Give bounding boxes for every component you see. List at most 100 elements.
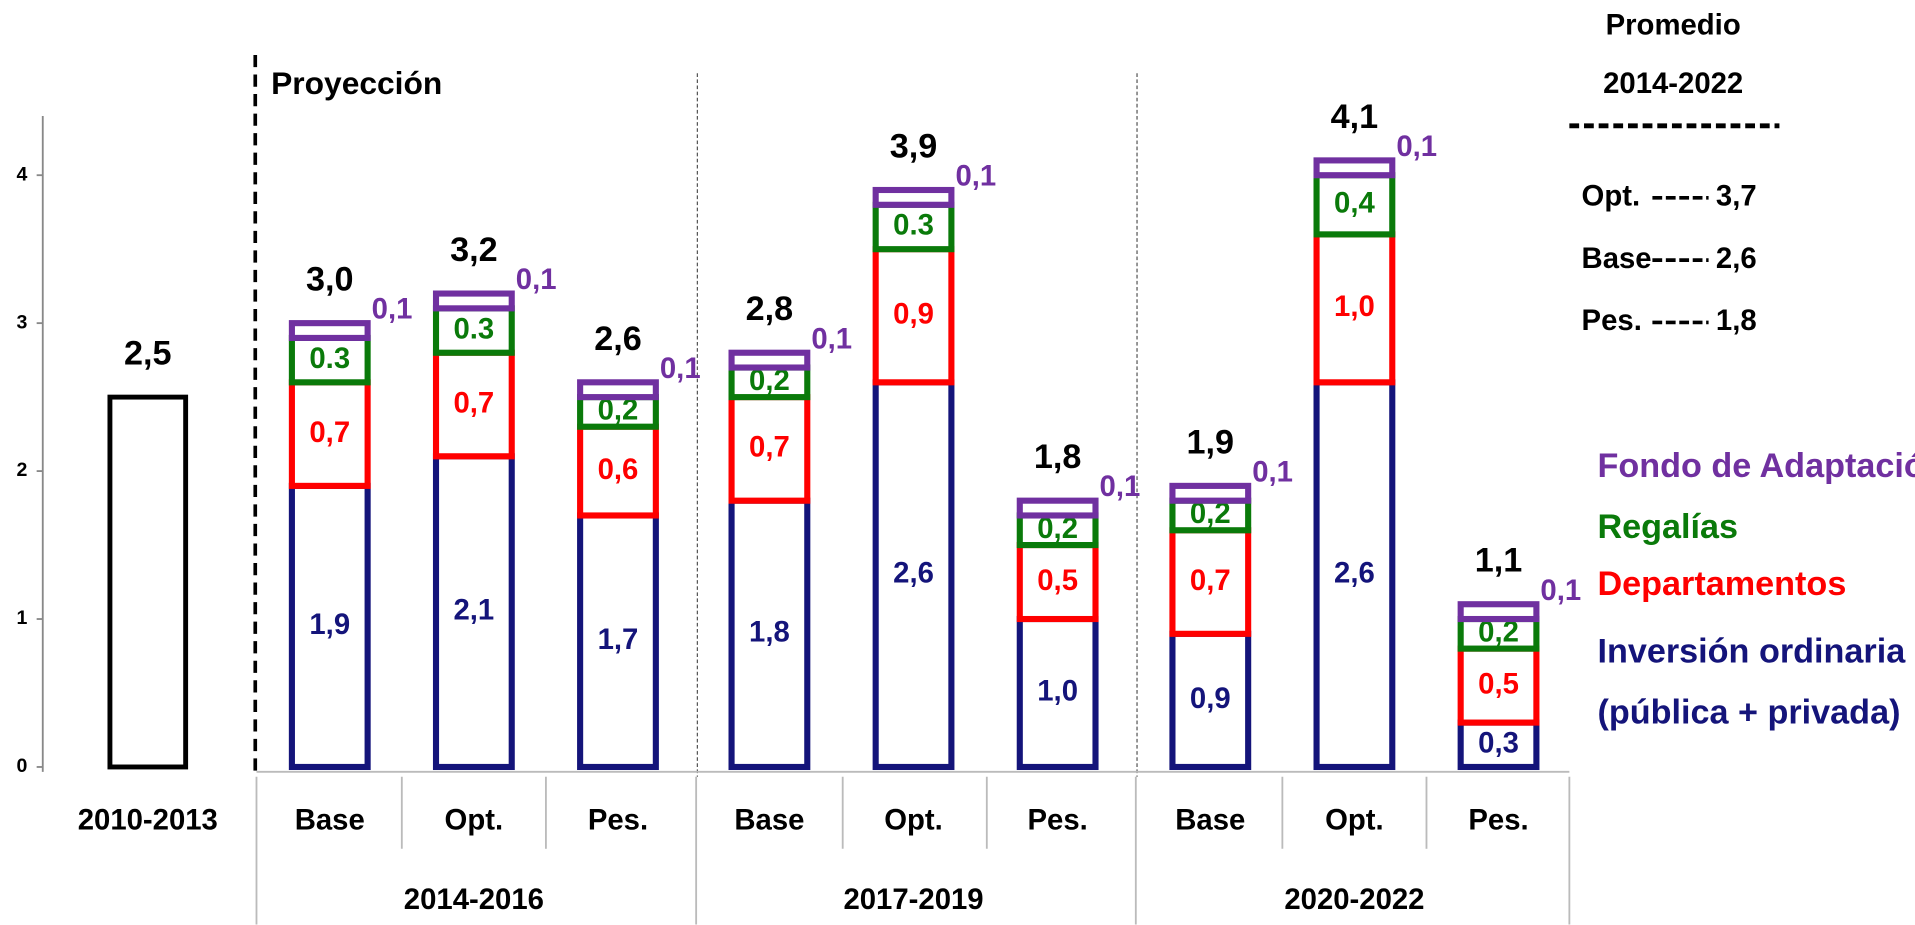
value-label: 1,9 [309,608,350,641]
bar-segment [577,512,659,771]
bar-segment [432,349,515,460]
bar-segment [728,394,811,504]
value-label: 1,0 [1334,290,1375,323]
total-label: 1,9 [1187,423,1235,461]
total-label: 4,1 [1331,98,1379,136]
bar-segment [432,290,515,312]
value-label: 2,6 [893,556,934,589]
average-value: 2,6 [1716,242,1757,275]
bar-segment [1016,512,1099,549]
bar-segment [288,334,371,386]
x-tick-label: Pes. [588,804,648,837]
value-label: 0,5 [1478,667,1519,700]
bar-segment [577,423,659,519]
x-tick-label: Pes. [1468,804,1528,837]
total-label: 3,9 [890,128,938,166]
value-label: 0,1 [516,263,557,296]
group-label: 2014-2016 [404,883,544,916]
bar-segment [1016,497,1099,519]
y-tick-label: 0 [17,755,28,777]
bar [107,394,189,770]
bar-segment [577,379,659,401]
average-label: Opt. [1582,180,1641,213]
bar-segment [728,364,811,401]
group-label: 2017-2019 [843,883,983,916]
y-tick-label: 4 [17,163,28,185]
y-tick-label: 2 [17,459,28,481]
value-label: 1,0 [1037,675,1078,708]
x-tick-label: Base [734,804,804,837]
value-label: 0,1 [955,160,996,193]
x-tick-label: Opt. [1325,804,1384,837]
total-label: 1,1 [1475,542,1523,580]
legend-entry: Departamentos [1597,565,1846,603]
legend-entry: Regalías [1597,508,1738,546]
bar-segment [1457,601,1540,623]
value-label: 0,7 [309,416,350,449]
average-title: 2014-2022 [1603,67,1743,100]
value-label: 0,7 [454,386,495,419]
value-label: 0,6 [598,453,639,486]
value-label: 2,6 [1334,556,1375,589]
value-label: 0,1 [372,293,413,326]
y-tick-label: 1 [17,607,28,629]
average-title: Promedio [1606,9,1741,42]
bar-segment [1313,157,1396,179]
value-label: 0,7 [1190,564,1231,597]
average-value: 3,7 [1716,180,1757,213]
legend-entry: Fondo de Adaptación [1597,447,1915,485]
value-label: 0.3 [893,209,934,242]
bar-segment [872,379,955,771]
total-label: 3,0 [306,261,354,299]
legend-note: (pública + privada) [1597,693,1900,731]
bar-segment [1457,645,1540,726]
total-label: 1,8 [1034,438,1082,476]
value-label: 0,1 [1396,130,1437,163]
bar-segment [872,186,955,208]
value-label: 2,1 [454,593,495,626]
total-label: 2,6 [594,320,642,358]
value-label: 0.3 [309,342,350,375]
average-label: Pes. [1582,304,1642,337]
bar-segment [1169,630,1252,771]
value-label: 0,1 [811,322,852,355]
x-tick-label: 2010-2013 [78,804,218,837]
total-label: 2,5 [124,335,172,373]
x-tick-label: Opt. [445,804,504,837]
total-label: 2,8 [746,290,794,328]
group-label: 2020-2022 [1284,883,1424,916]
bar-segment [288,379,371,489]
bar-segment [728,497,811,771]
value-label: 1,8 [749,616,790,649]
average-label: Base [1582,242,1652,275]
value-label: 0,7 [749,431,790,464]
bar-segment [728,349,811,371]
value-label: 0,1 [1252,455,1293,488]
value-label: 0,1 [660,352,701,385]
value-label: 0,9 [893,297,934,330]
x-tick-label: Pes. [1028,804,1088,837]
value-label: 0,4 [1334,187,1375,220]
legend-entry: Inversión ordinaria [1597,632,1906,670]
value-label: 0,5 [1037,564,1078,597]
value-label: 0,3 [1478,727,1519,760]
bar-segment [1016,541,1099,623]
average-value: 1,8 [1716,304,1757,337]
annotation: Proyección [271,65,442,101]
value-label: 1,7 [598,623,639,656]
bar-segment [1313,379,1396,771]
y-tick-label: 3 [17,311,28,333]
bar-segment [1169,527,1252,637]
bar-segment [288,320,371,341]
value-label: 0,1 [1100,470,1141,503]
bar-segment [1169,482,1252,504]
x-tick-label: Base [295,804,365,837]
x-tick-label: Base [1175,804,1245,837]
bar-segment [1016,615,1099,771]
value-label: 0,9 [1190,682,1231,715]
x-tick-label: Opt. [884,804,943,837]
bar-segment [1313,172,1396,238]
total-label: 3,2 [450,231,498,269]
